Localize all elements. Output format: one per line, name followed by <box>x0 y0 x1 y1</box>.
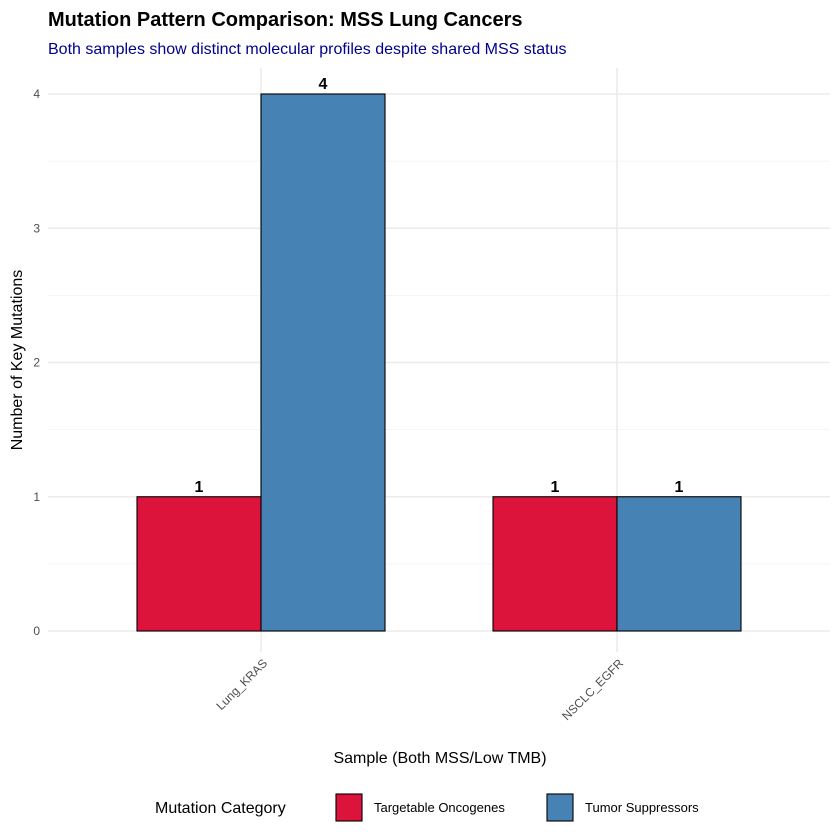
data-labels: 1 4 1 1 <box>195 76 684 496</box>
x-axis-title: Sample (Both MSS/Low TMB) <box>333 750 546 767</box>
chart-title: Mutation Pattern Comparison: MSS Lung Ca… <box>48 9 522 31</box>
data-label: 1 <box>675 479 684 496</box>
bars <box>136 93 742 632</box>
data-label: 4 <box>319 76 328 93</box>
bar-nsclc-egfr-suppressors <box>616 496 742 632</box>
y-tick-label: 3 <box>33 221 40 235</box>
y-tick-label: 0 <box>33 624 40 638</box>
y-axis-title: Number of Key Mutations <box>9 270 26 451</box>
bar-lung-kras-oncogenes <box>136 496 262 632</box>
data-label: 1 <box>551 479 560 496</box>
legend-swatch-oncogenes <box>335 793 363 822</box>
y-tick-label: 2 <box>33 356 40 370</box>
x-axis-ticks: Lung_KRAS NSCLC_EGFR <box>214 656 627 723</box>
y-tick-label: 4 <box>33 87 40 101</box>
legend-label: Tumor Suppressors <box>585 800 699 815</box>
y-axis-ticks: 0 1 2 3 4 <box>33 87 40 638</box>
legend-title: Mutation Category <box>155 800 286 817</box>
legend-label: Targetable Oncogenes <box>374 800 505 815</box>
y-tick-label: 1 <box>33 490 40 504</box>
x-tick-label: Lung_KRAS <box>214 656 271 713</box>
x-tick-label: NSCLC_EGFR <box>559 656 626 723</box>
data-label: 1 <box>195 479 204 496</box>
legend-items: Targetable Oncogenes Tumor Suppressors <box>335 793 699 822</box>
legend-swatch-suppressors <box>546 793 574 822</box>
chart-subtitle: Both samples show distinct molecular pro… <box>48 41 566 58</box>
legend: Mutation Category Targetable Oncogenes Tu… <box>155 793 699 822</box>
bar-nsclc-egfr-oncogenes <box>492 496 618 632</box>
bar-lung-kras-suppressors <box>260 93 386 632</box>
